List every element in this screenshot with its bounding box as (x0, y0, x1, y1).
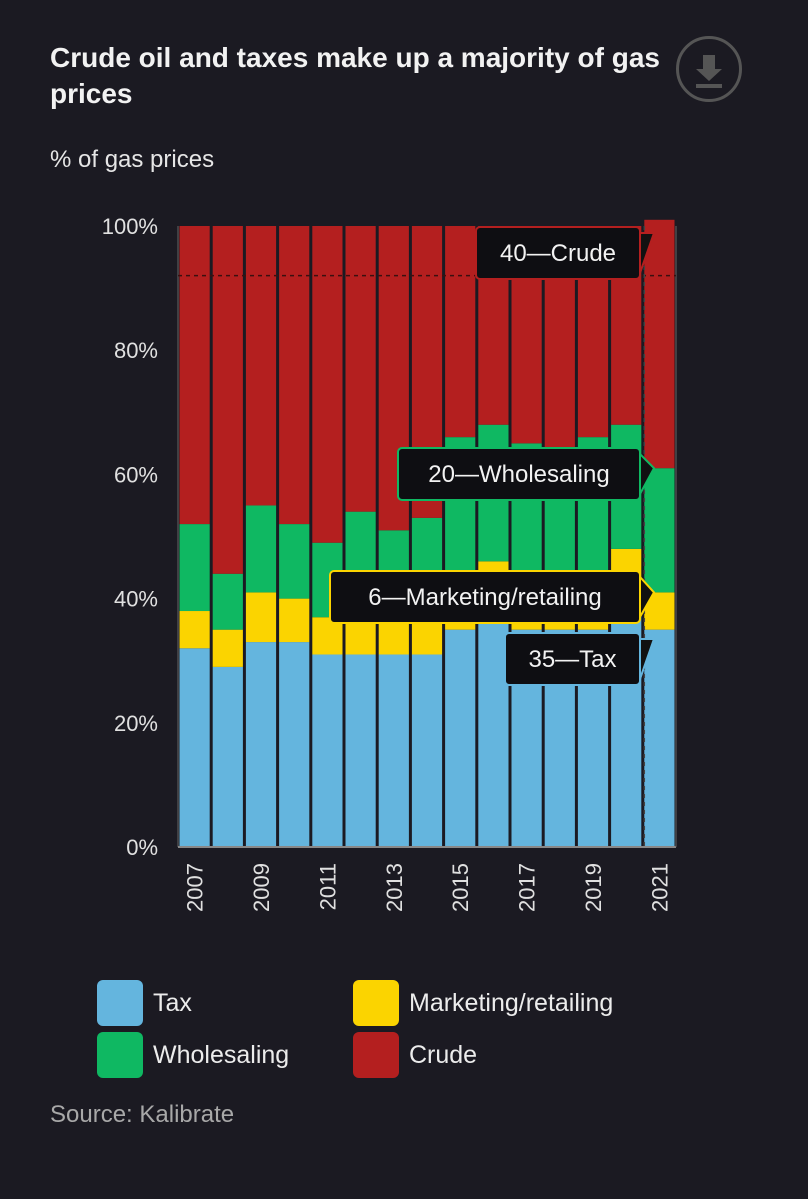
bar-tax-2014 (411, 654, 443, 847)
bar-marketing-retailing-2007 (179, 611, 210, 649)
x-tick-label: 2019 (581, 863, 606, 912)
legend-label-wholesaling: Wholesaling (153, 1040, 290, 1069)
x-tick-label: 2021 (647, 863, 672, 912)
x-tick-label: 2007 (183, 863, 208, 912)
y-tick-label: 20% (114, 711, 158, 736)
legend-label-crude: Crude (409, 1040, 478, 1069)
bar-wholesaling-2008 (212, 573, 243, 630)
bar-tax-2012 (345, 654, 376, 847)
bar-tax-2015 (445, 629, 476, 847)
legend-label-marketing: Marketing/retailing (409, 988, 614, 1017)
x-tick-label: 2011 (315, 863, 340, 910)
y-tick-label: 40% (114, 587, 158, 612)
callout-label-wholesaling: 20—Wholesaling (428, 461, 609, 488)
callout-label-tax: 35—Tax (528, 646, 616, 673)
bar-tax-2008 (212, 666, 243, 847)
download-icon (696, 55, 722, 88)
chart-subtitle: % of gas prices (50, 146, 215, 173)
bar-tax-2009 (245, 642, 277, 847)
y-tick-label: 60% (114, 462, 158, 487)
bar-tax-2013 (378, 654, 409, 847)
x-tick-label: 2009 (249, 863, 274, 912)
callout-box-tax (504, 632, 641, 686)
stacked-bar-chart: 0% 20% 40% 60% 80% 100% 2007 2009 2011 2013 2015 20… (102, 214, 677, 912)
legend-swatch-crude (353, 1032, 399, 1078)
bar-wholesaling-2010 (279, 524, 310, 599)
bar-tax-2011 (312, 654, 343, 847)
bar-marketing-retailing-2009 (245, 592, 277, 643)
legend-item-wholesaling: Wholesaling (97, 1032, 289, 1078)
callout-box-marketing-retailing (329, 570, 641, 624)
y-tick-label: 100% (102, 214, 158, 239)
x-tick-label: 2017 (515, 863, 540, 912)
legend-label-tax: Tax (153, 988, 192, 1017)
legend-swatch-tax (97, 980, 143, 1026)
x-tick-label: 2015 (448, 863, 473, 912)
bar-crude-2021 (644, 219, 675, 469)
bar-crude-2009 (245, 226, 277, 506)
callout-label-crude: 40—Crude (500, 240, 616, 267)
source-note: Source: Kalibrate (50, 1101, 235, 1128)
bar-tax-2007 (179, 648, 210, 847)
legend-item-marketing: Marketing/retailing (353, 980, 613, 1026)
bar-wholesaling-2009 (245, 505, 277, 593)
bar-crude-2015 (445, 226, 476, 438)
bar-wholesaling-2021 (644, 468, 675, 593)
bar-crude-2011 (312, 226, 343, 543)
legend-item-tax: Tax (97, 980, 192, 1026)
download-button[interactable] (676, 36, 742, 102)
legend-swatch-marketing (353, 980, 399, 1026)
bar-crude-2008 (212, 226, 243, 574)
chart-title: Crude oil and taxes make up a majority o… (50, 42, 660, 109)
legend-item-crude: Crude (353, 1032, 477, 1078)
callout-box-crude (475, 226, 641, 280)
bar-marketing-retailing-2010 (279, 598, 310, 643)
bar-tax-2020 (611, 592, 642, 847)
bar-tax-2010 (279, 642, 310, 847)
bar-wholesaling-2007 (179, 524, 210, 612)
callout-label-marketing-retailing: 6—Marketing/retailing (368, 584, 601, 611)
bar-crude-2007 (179, 226, 210, 525)
legend-swatch-wholesaling (97, 1032, 143, 1078)
bar-marketing-retailing-2008 (212, 629, 243, 667)
y-tick-label: 0% (126, 835, 158, 860)
callout-box-wholesaling (397, 447, 641, 501)
y-tick-label: 80% (114, 338, 158, 363)
bar-tax-2021 (644, 629, 675, 847)
bar-crude-2010 (279, 226, 310, 525)
bar-tax-2016 (478, 623, 509, 847)
x-tick-label: 2013 (382, 863, 407, 912)
bar-crude-2012 (345, 226, 376, 512)
